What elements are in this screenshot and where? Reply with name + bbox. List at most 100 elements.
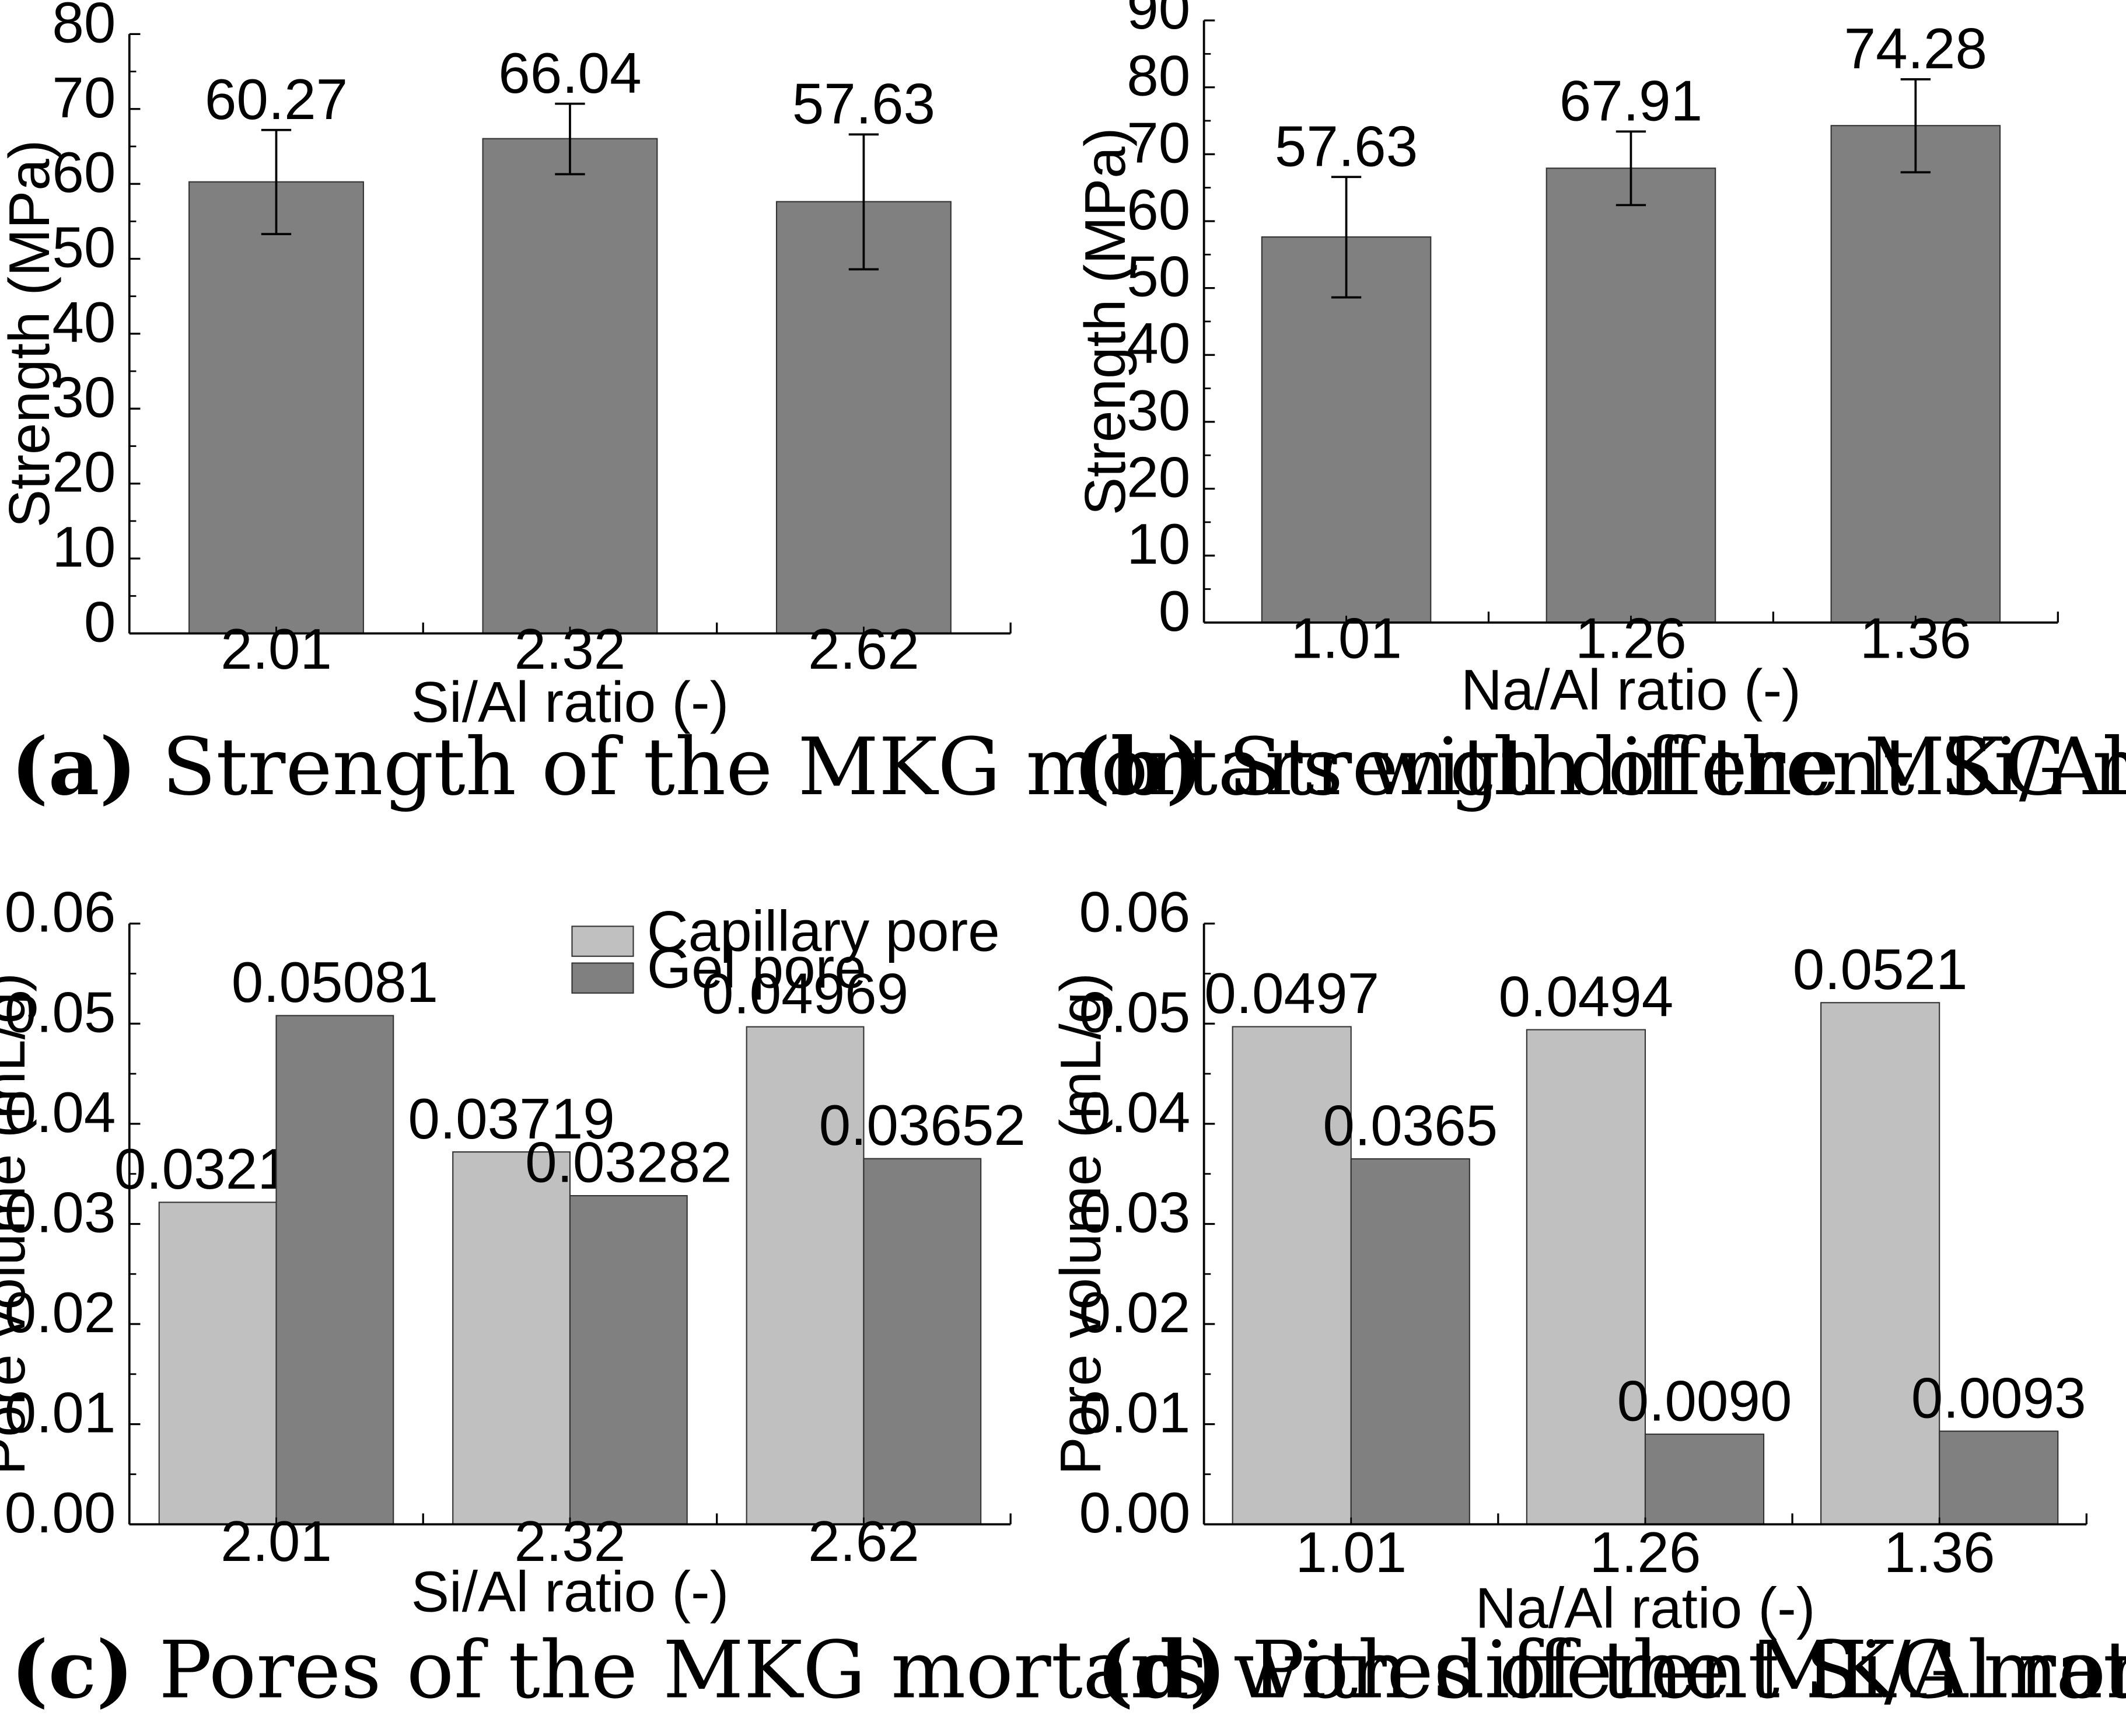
y-tick-label: 20 — [1127, 445, 1190, 509]
legend-swatch-gel-pore — [571, 962, 634, 994]
caption-text: Pores of the MKG mortars with different … — [1251, 1624, 2126, 1716]
x-tick-label: 2.32 — [515, 1509, 626, 1573]
caption-letter: (b) — [1074, 720, 1204, 813]
y-axis-title: Pore volume (mL/g) — [0, 973, 37, 1475]
bar-strength-1.36 — [1830, 125, 2001, 623]
y-tick-label: 0.02 — [1079, 1280, 1190, 1344]
y-tick-label: 90 — [1127, 0, 1190, 41]
y-tick-label: 0.05 — [5, 980, 116, 1044]
caption-letter: (c) — [11, 1623, 134, 1716]
y-tick-label: 0.01 — [1079, 1381, 1190, 1445]
y-tick-label: 10 — [52, 515, 116, 579]
bar-strength-2.62 — [775, 201, 952, 634]
bar-gel-pore-1.36 — [1939, 1430, 2059, 1525]
error-bar — [1616, 130, 1646, 207]
chart-panel-d: 0.0497 0.0494 0.0521 0.0365 0.0090 0.0093 0.00… — [1048, 880, 2126, 1716]
y-tick-label: 40 — [52, 290, 116, 354]
x-tick-label: 1.26 — [1575, 606, 1687, 670]
caption-space — [137, 721, 162, 813]
bar-capillary-pore-1.36 — [1820, 1002, 1940, 1525]
x-axis-title: Si/Al ratio (-) — [411, 670, 729, 734]
data-label: 57.63 — [1275, 114, 1418, 179]
data-label: 0.0494 — [1498, 964, 1673, 1028]
caption-text: Strength of the MKG mortars with differe… — [162, 721, 2126, 813]
y-tick-label: 0.04 — [5, 1080, 116, 1144]
data-label: 57.63 — [792, 72, 935, 136]
data-label: 0.0093 — [1911, 1365, 2086, 1430]
y-tick-label: 30 — [1127, 378, 1190, 442]
y-tick-label: 10 — [1127, 512, 1190, 576]
caption: (d) Pores of the MKG mortars with differ… — [1096, 1623, 2126, 1716]
legend-label: Gel pore — [647, 935, 866, 1000]
y-tick-label: 60 — [1127, 177, 1190, 242]
caption-space — [134, 1624, 159, 1716]
error-bar — [261, 128, 292, 236]
y-tick-label: 0 — [84, 590, 116, 654]
y-tick-label: 30 — [52, 365, 116, 429]
bar-strength-1.01 — [1261, 236, 1432, 623]
data-label: 0.0521 — [1793, 937, 1968, 1001]
y-tick-label: 50 — [52, 215, 116, 280]
x-tick-label: 2.32 — [515, 617, 626, 681]
y-tick-label: 0.00 — [5, 1480, 116, 1545]
x-axis-title: Si/Al ratio (-) — [411, 1560, 729, 1624]
y-tick-label: 0.00 — [1079, 1480, 1190, 1545]
x-tick-label: 1.36 — [1860, 606, 1971, 670]
y-tick-label: 80 — [1127, 44, 1190, 108]
caption: (c) Pores of the MKG mortars with differ… — [11, 1623, 2126, 1716]
bar-gel-pore-2.01 — [275, 1015, 394, 1525]
y-axis-title: Strength (MPa) — [1073, 128, 1137, 516]
caption-space — [1226, 1624, 1251, 1716]
caption: (b) Strength of the MKG mortars with dif… — [1074, 720, 2126, 813]
y-axis-title: Pore volume (mL/g) — [1048, 973, 1113, 1475]
data-label: 0.0365 — [1323, 1094, 1498, 1158]
data-label: 67.91 — [1559, 69, 1702, 133]
y-tick-label: 40 — [1127, 311, 1190, 375]
bar-gel-pore-2.62 — [863, 1158, 982, 1525]
error-bar — [848, 133, 879, 271]
data-label: 0.0497 — [1204, 961, 1379, 1025]
caption-letter: (a) — [11, 720, 137, 813]
y-tick-label: 0.05 — [1079, 980, 1190, 1044]
x-tick-label: 1.01 — [1291, 606, 1402, 670]
bar-gel-pore-1.01 — [1350, 1158, 1470, 1525]
x-tick-label: 1.26 — [1590, 1520, 1701, 1584]
y-tick-label: 0.03 — [5, 1180, 116, 1244]
bar-gel-pore-1.26 — [1644, 1433, 1765, 1525]
legend-label: Capillary pore — [647, 899, 1000, 963]
data-label: 0.05081 — [232, 950, 438, 1014]
bar-strength-2.01 — [188, 181, 364, 634]
y-axis-title: Strength (MPa) — [0, 140, 61, 528]
y-tick-label: 20 — [52, 440, 116, 504]
x-axis-title: Na/Al ratio (-) — [1475, 1576, 1816, 1640]
y-tick-label: 0.01 — [5, 1381, 116, 1445]
chart-panel-c: 0.032160.037190.049690.050810.032820.036… — [0, 880, 2126, 1716]
bar-strength-1.26 — [1545, 167, 1716, 623]
y-tick-label: 0.03 — [1079, 1180, 1190, 1244]
error-bar — [555, 102, 585, 176]
y-tick-label: 80 — [52, 0, 116, 54]
data-label: 74.28 — [1844, 16, 1987, 81]
error-bar — [1900, 78, 1931, 174]
caption-text: Pores of the MKG mortars with different … — [159, 1624, 2126, 1716]
caption: (a) Strength of the MKG mortars with dif… — [11, 720, 2126, 813]
legend-swatch-capillary-pore — [571, 925, 634, 957]
y-tick-label: 60 — [52, 140, 116, 204]
y-tick-label: 0.06 — [1079, 880, 1190, 944]
data-label: 0.03282 — [525, 1130, 732, 1194]
bar-capillary-pore-2.32 — [452, 1151, 571, 1525]
y-tick-label: 50 — [1127, 244, 1190, 309]
caption-space — [1203, 721, 1228, 813]
bar-capillary-pore-2.01 — [158, 1201, 277, 1525]
x-tick-label: 2.62 — [808, 1509, 919, 1573]
y-tick-label: 0 — [1159, 579, 1191, 643]
x-tick-label: 2.62 — [808, 617, 919, 681]
y-tick-label: 0.06 — [5, 880, 116, 944]
y-tick-label: 0.04 — [1079, 1080, 1190, 1144]
data-label: 0.03652 — [819, 1093, 1026, 1157]
data-label: 0.0090 — [1617, 1368, 1792, 1433]
